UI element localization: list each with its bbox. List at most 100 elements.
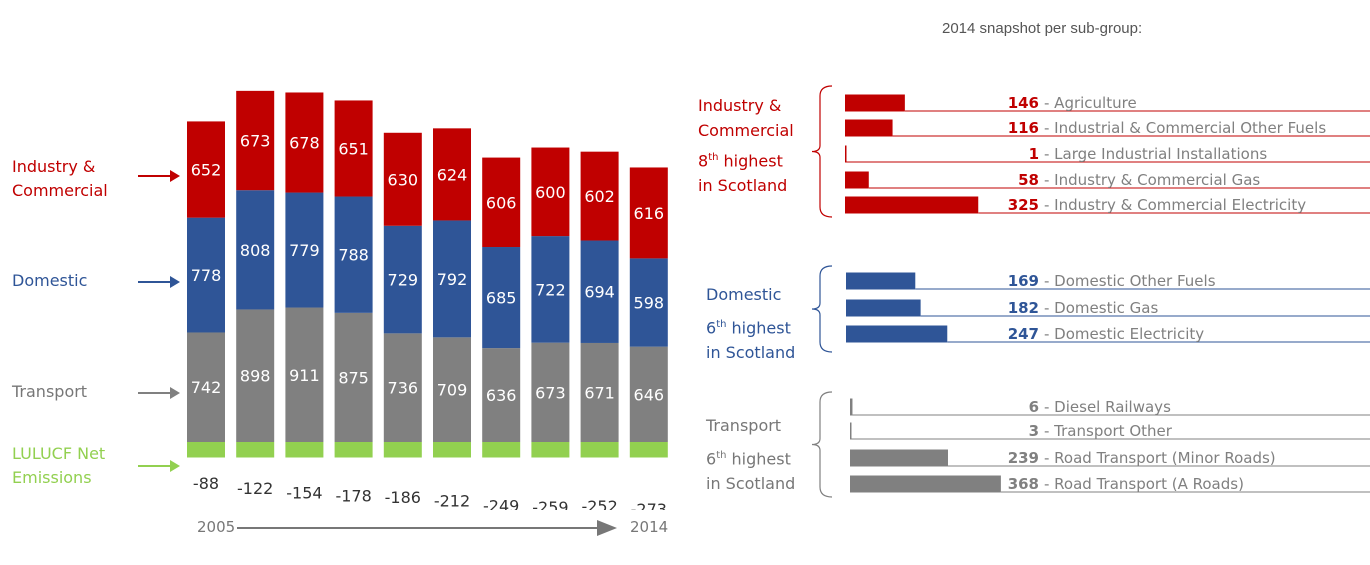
bar-segment [531,342,570,442]
snapshot-value: 3 [1029,422,1039,440]
bar-segment [236,90,275,191]
bar-value-label: 598 [634,294,665,313]
label-transport: Transport [12,382,88,401]
snapshot-value: 58 [1018,171,1039,189]
timeline-arrow [237,521,617,534]
bar-segment [580,151,619,241]
bar-value-label: 671 [584,383,615,402]
snapshot-bar [850,398,853,416]
bar-segment [531,236,570,343]
snapshot-bar [850,475,1001,493]
snapshot-bar [846,272,916,290]
lulucf-value-label: -273 [631,500,667,510]
snapshot-bar [845,145,847,163]
bar-value-label: 624 [437,165,468,184]
lulucf-segment [236,442,275,458]
bar-segment [285,192,324,308]
bar-value-label: 898 [240,367,271,386]
bar-value-label: 778 [191,266,222,285]
timeline-end: 2014 [630,518,669,536]
lulucf-value-label: -154 [286,483,322,502]
group-label-industry: Industry & Commercial 8th highest in Sco… [698,93,808,198]
bar-value-label: 788 [338,246,369,265]
bar-segment [629,258,668,347]
bar-segment [383,225,422,334]
bar-value-label: 729 [388,271,419,290]
snapshot-value: 182 [1008,299,1039,317]
bar-segment [482,247,521,349]
group-brace [811,391,833,498]
bar-value-label: 678 [289,134,320,153]
bar-segment [629,346,668,442]
bar-segment [433,220,471,338]
group-rank-transport: 6th highest [706,449,791,469]
bar-segment [482,348,521,442]
lulucf-segment [482,442,521,458]
bar-value-label: 646 [634,385,665,404]
bar-value-label: 911 [289,366,320,385]
snapshot-category: - Domestic Electricity [1044,325,1204,343]
snapshot-bar [850,449,948,467]
snapshot-value: 146 [1008,94,1039,112]
arrow-lulucf [138,461,180,471]
lulucf-value-label: -122 [237,479,273,498]
lulucf-segment [383,442,422,458]
bar-segment [629,167,668,259]
bar-value-label: 685 [486,289,517,308]
bar-segment [236,309,275,442]
bar-segment [334,312,373,442]
lulucf-segment [531,442,570,458]
lulucf-value-label: -186 [385,488,421,507]
snapshot-bar [850,422,852,440]
timeline-start: 2005 [197,518,236,536]
group-brace [811,85,833,218]
snapshot-category: - Industry & Commercial Gas [1044,171,1260,189]
snapshot-category: - Large Industrial Installations [1044,145,1267,163]
snapshot-bar [845,196,979,214]
snapshot-category: - Domestic Gas [1044,299,1158,317]
label-lulucf: LULUCF Net Emissions [12,444,106,487]
lulucf-segment [187,442,225,458]
bar-value-label: 636 [486,386,517,405]
bar-segment [580,342,619,442]
bar-value-label: 808 [240,241,271,260]
bar-segment [187,121,225,218]
group-rank2-transport: in Scotland [706,474,796,494]
bar-segment [482,157,521,248]
lulucf-segment [580,442,619,458]
lulucf-segment [433,442,471,458]
lulucf-segment [629,442,668,458]
snapshot-category: - Road Transport (Minor Roads) [1044,449,1276,467]
arrow-transport [138,388,180,398]
snapshot-category: - Diesel Railways [1044,398,1171,416]
group-brace [811,265,833,353]
bar-segment [334,100,373,197]
stacked-bar-chart: 742 778 652 -88 898 808 673 -122 911 779 678 -154 87… [187,90,668,510]
bar-segment [285,92,324,193]
bar-value-label: 694 [584,283,615,302]
group-title-industry: Industry & Commercial [698,96,794,140]
snapshot-title: 2014 snapshot per sub-group: [942,20,1143,37]
lulucf-segment [285,442,324,458]
bar-segment [580,240,619,343]
snapshot-category: - Industry & Commercial Electricity [1044,196,1306,214]
snapshot-value: 325 [1008,196,1039,214]
snapshot-category: - Transport Other [1044,422,1173,440]
label-industry: Industry & Commercial [12,157,108,200]
group-rank-domestic: 6th highest [706,318,791,338]
snapshot-value: 247 [1008,325,1039,343]
bar-value-label: 736 [388,379,419,398]
bar-value-label: 602 [584,187,615,206]
bar-segment [383,132,422,226]
bar-segment [236,190,275,310]
snapshot-value: 368 [1008,475,1039,493]
snapshot-value: 169 [1008,272,1039,290]
lulucf-value-label: -249 [483,497,519,510]
bar-value-label: 792 [437,270,468,289]
arrow-industry [138,171,180,181]
bar-value-label: 616 [634,204,665,223]
snapshot-category: - Agriculture [1044,94,1137,112]
bar-segment [531,147,570,237]
snapshot-category: - Industrial & Commercial Other Fuels [1044,119,1326,137]
